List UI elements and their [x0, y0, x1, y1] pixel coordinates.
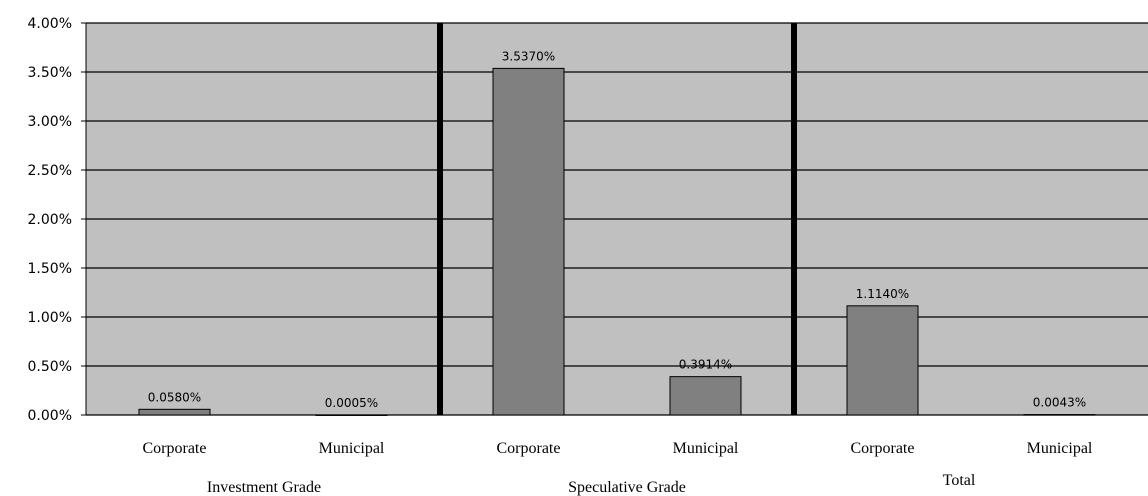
- group-label: Speculative Grade: [568, 479, 686, 496]
- data-label: 0.0043%: [1033, 396, 1086, 410]
- x-axis-groups: Investment Grade Speculative Grade Total: [207, 472, 976, 496]
- y-tick-label: 3.50%: [28, 65, 72, 81]
- y-tick-label: 1.00%: [28, 310, 72, 326]
- data-label: 0.3914%: [679, 358, 732, 372]
- group-label: Investment Grade: [207, 479, 321, 496]
- category-label: Municipal: [1027, 440, 1093, 457]
- category-label: Corporate: [143, 440, 207, 457]
- category-label: Corporate: [851, 440, 915, 457]
- y-tick-label: 3.00%: [28, 114, 72, 130]
- y-tick-label: 1.50%: [28, 261, 72, 277]
- y-tick-label: 2.50%: [28, 163, 72, 179]
- category-label: Corporate: [497, 440, 561, 457]
- data-label: 0.0580%: [148, 390, 201, 404]
- x-axis-categories: Corporate Municipal Corporate Municipal Corp…: [143, 440, 1093, 457]
- category-label: Municipal: [319, 440, 385, 457]
- y-tick-label: 2.00%: [28, 212, 72, 228]
- data-labels: 0.0580% 0.0005% 3.5370% 0.3914% 1.1140% 0.004…: [148, 49, 1086, 410]
- data-label: 1.1140%: [856, 287, 909, 301]
- bar: [138, 408, 211, 416]
- y-axis-ticks: 0.00% 0.50% 1.00% 1.50% 2.00% 2.50% 3.00% 3.50%…: [28, 16, 86, 424]
- bar: [846, 305, 919, 416]
- group-label: Total: [943, 472, 976, 489]
- y-tick-label: 0.00%: [28, 408, 72, 424]
- group-separators: [437, 23, 797, 415]
- y-tick-label: 0.50%: [28, 359, 72, 375]
- data-label: 0.0005%: [325, 396, 378, 410]
- y-tick-label: 4.00%: [28, 16, 72, 32]
- bar: [669, 376, 742, 416]
- data-label: 3.5370%: [502, 49, 555, 63]
- bar: [492, 67, 565, 416]
- category-label: Municipal: [673, 440, 739, 457]
